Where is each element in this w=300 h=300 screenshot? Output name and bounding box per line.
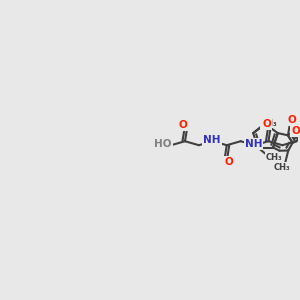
Text: O: O bbox=[292, 126, 300, 136]
Text: O: O bbox=[287, 116, 296, 125]
Text: CH₃: CH₃ bbox=[266, 153, 282, 162]
Text: NH: NH bbox=[245, 139, 262, 149]
Text: O: O bbox=[262, 119, 271, 129]
Text: NH: NH bbox=[203, 135, 220, 145]
Text: HO: HO bbox=[154, 139, 172, 149]
Text: O: O bbox=[178, 120, 188, 130]
Text: CH₃: CH₃ bbox=[261, 118, 278, 127]
Text: CH₃: CH₃ bbox=[274, 163, 291, 172]
Text: O: O bbox=[261, 119, 270, 129]
Text: O: O bbox=[224, 157, 233, 167]
